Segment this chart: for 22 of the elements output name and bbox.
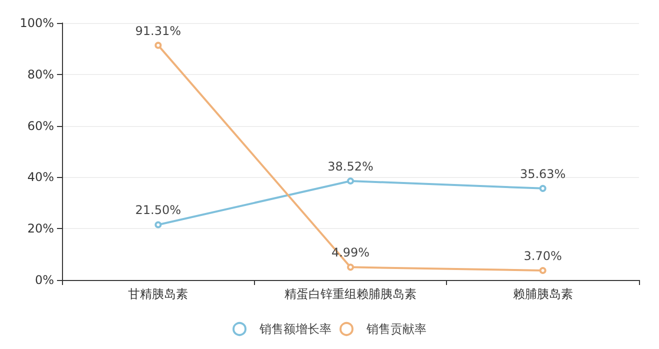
- y-tick-label: 0%: [34, 273, 54, 287]
- data-label: 35.63%: [520, 166, 566, 181]
- y-tick-label: 60%: [27, 118, 54, 133]
- data-label: 91.31%: [135, 24, 182, 38]
- y-tick-label: 80%: [27, 67, 54, 82]
- x-tick-label: 甘精胰岛素: [128, 287, 188, 301]
- point: [347, 264, 354, 271]
- point: [539, 184, 546, 192]
- data-label: 21.50%: [135, 203, 182, 218]
- x-tick-label: 精蛋白锌重组赖脯胰岛素: [284, 287, 416, 301]
- legend-label: 销售额增长率: [258, 322, 332, 336]
- y-tick-label: 40%: [27, 170, 54, 184]
- point: [539, 266, 546, 274]
- data-label: 3.70%: [524, 248, 562, 263]
- point: [154, 42, 162, 49]
- data-label: 38.52%: [328, 160, 374, 174]
- y-tick-label: 100%: [20, 16, 54, 30]
- legend-label: 销售贡献率: [366, 322, 426, 336]
- x-tick-label: 赖脯胰岛素: [512, 287, 573, 301]
- point: [347, 178, 354, 184]
- y-tick-label: 20%: [27, 222, 54, 236]
- point: [154, 221, 162, 228]
